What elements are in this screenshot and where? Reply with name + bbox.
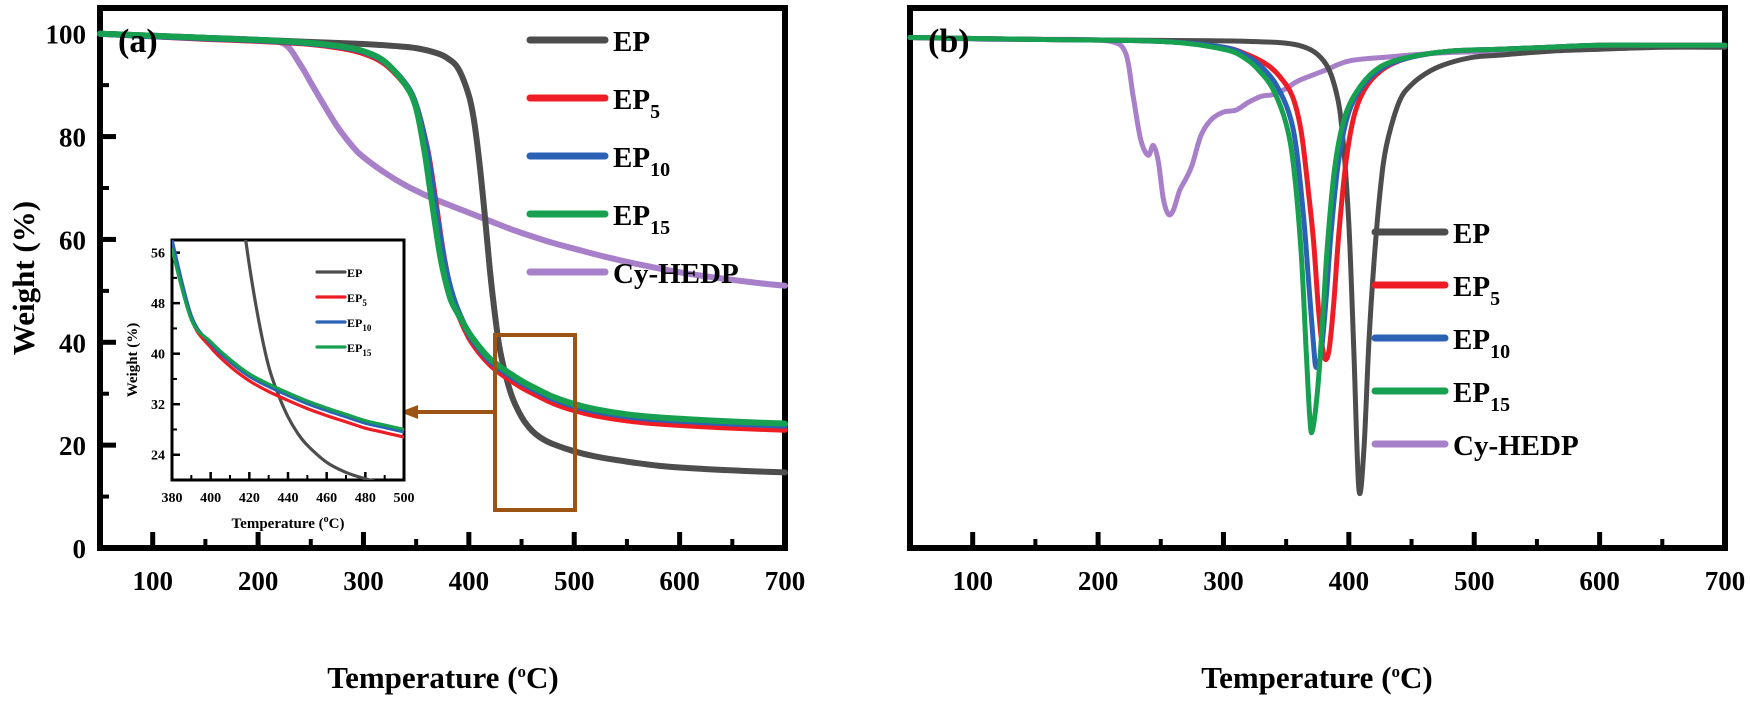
panel-b-tag: (b) — [928, 23, 970, 60]
inset-xtick: 400 — [200, 491, 221, 506]
panel-a-ytick: 60 — [59, 225, 86, 255]
curve-cy-hedp — [97, 30, 788, 289]
panel-b-xtick: 300 — [1203, 566, 1244, 596]
inset-arrow-head — [400, 405, 418, 419]
legend-b-label-ep: EP — [1453, 218, 1490, 250]
panel-a-ytick: 20 — [59, 431, 86, 461]
inset-xtick: 480 — [355, 491, 376, 506]
dtg-curve-ep — [907, 34, 1728, 497]
panel-a: 100 200 300 400 500 600 700 0 20 40 60 80 100 (a) We… — [0, 0, 830, 709]
panel-b-xtick: 400 — [1329, 566, 1370, 596]
panel-b-xtick: 200 — [1078, 566, 1119, 596]
inset-xlabel: Temperature (oC) — [232, 514, 345, 532]
curve-ep15 — [97, 30, 788, 427]
inset-xtick: 440 — [278, 491, 299, 506]
dtg-curve-ep15 — [907, 34, 1728, 436]
panel-a-svg: 100 200 300 400 500 600 700 0 20 40 60 80 100 (a) We… — [6, 5, 806, 695]
panel-a-tag: (a) — [118, 23, 158, 60]
panel-a-xtick: 300 — [343, 566, 384, 596]
panel-b-xlabel: Temperature (oC) — [1201, 660, 1433, 695]
inset-xtick: 420 — [239, 491, 260, 506]
inset-highlight-box — [493, 333, 577, 512]
inset-legend-label-ep: EP — [347, 266, 362, 280]
inset-curve-ep5 — [172, 241, 404, 439]
inset-xtick: 460 — [316, 491, 337, 506]
panel-a-xlabel: Temperature (oC) — [327, 660, 559, 695]
curve-ep — [97, 30, 788, 476]
legend-b-label-cy-hedp: Cy-HEDP — [1453, 430, 1579, 462]
inset-frame — [170, 238, 406, 482]
panel-a-ytick: 80 — [59, 123, 86, 153]
panel-b-xtick: 700 — [1705, 566, 1746, 596]
panel-a-xtick: 100 — [132, 566, 173, 596]
legend-label-ep: EP — [613, 26, 650, 58]
panel-b-curves — [907, 34, 1728, 497]
inset-tick-labels: 380 400 420 440 460 480 500 24 32 40 48 56 — [151, 247, 415, 506]
inset-callout — [400, 333, 577, 512]
panel-a-xtick: 400 — [449, 566, 490, 596]
inset-curve-ep — [244, 240, 376, 480]
inset-curve-ep15 — [172, 247, 404, 432]
inset-ytick: 40 — [151, 348, 165, 363]
inset-ytick: 56 — [151, 247, 165, 262]
panel-a-xtick: 200 — [238, 566, 279, 596]
panel-b-xtick: 100 — [952, 566, 993, 596]
panel-a-ylabel: Weight (%) — [6, 201, 41, 355]
inset-ytick: 24 — [151, 449, 165, 464]
panel-a-ytick: 100 — [46, 20, 87, 50]
panel-a-xtick: 500 — [554, 566, 595, 596]
inset-ytick: 48 — [151, 297, 165, 312]
panel-a-xtick: 600 — [659, 566, 700, 596]
inset-ylabel: Weight (%) — [125, 323, 141, 398]
inset-legend-label-ep5: EP5 — [347, 291, 367, 308]
panel-a-ytick: 0 — [73, 534, 87, 564]
panel-b-xtick: 600 — [1579, 566, 1620, 596]
panel-b-tick-labels: 100 200 300 400 500 600 700 — [952, 566, 1745, 596]
panel-a-tick-labels: 100 200 300 400 500 600 700 0 20 40 60 80 100 — [46, 20, 806, 596]
panel-a-ytick: 40 — [59, 328, 86, 358]
inset-xtick: 380 — [162, 491, 183, 506]
panel-a-xtick: 700 — [765, 566, 806, 596]
inset-ytick: 32 — [151, 398, 165, 413]
inset-xtick: 500 — [394, 491, 415, 506]
panel-b-ticks — [970, 532, 1728, 548]
panel-a-curves — [97, 30, 788, 476]
legend-label-cy-hedp: Cy-HEDP — [613, 258, 739, 290]
panel-b-xtick: 500 — [1454, 566, 1495, 596]
inset-curves — [172, 240, 404, 480]
